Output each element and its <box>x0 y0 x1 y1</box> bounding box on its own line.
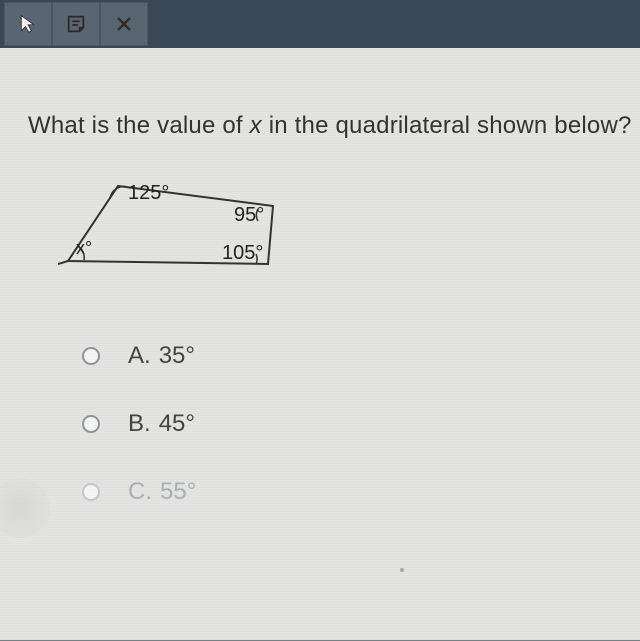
close-icon <box>115 15 133 33</box>
option-c-text: C. 55° <box>128 478 196 506</box>
close-tool-button[interactable] <box>100 2 148 46</box>
option-c-letter: C. <box>128 478 152 505</box>
options-list: A. 35° B. 45° C. 55° <box>82 342 640 506</box>
option-a-text: A. 35° <box>128 342 195 370</box>
radio-c[interactable] <box>82 483 100 501</box>
option-c[interactable]: C. 55° <box>82 478 640 506</box>
option-b-text: B. 45° <box>128 410 195 438</box>
question-prefix: What is the value of <box>28 112 250 139</box>
note-icon <box>65 13 87 35</box>
angle-95-label: 95° <box>234 204 264 227</box>
question-variable: x <box>250 112 262 139</box>
radio-b[interactable] <box>82 415 100 433</box>
question-text: What is the value of x in the quadrilate… <box>28 112 640 140</box>
angle-125-label: 125° <box>128 182 169 205</box>
option-c-value: 55° <box>160 478 196 505</box>
cursor-icon <box>18 14 38 34</box>
quadrilateral-svg <box>58 176 288 286</box>
angle-x-label: x° <box>76 238 92 259</box>
angle-105-label: 105° <box>222 242 263 265</box>
option-b-letter: B. <box>128 410 151 437</box>
option-a[interactable]: A. 35° <box>82 342 640 370</box>
content-area: What is the value of x in the quadrilate… <box>0 48 640 640</box>
screen-smudge <box>0 478 50 538</box>
cursor-tool-button[interactable] <box>4 2 52 46</box>
option-a-value: 35° <box>159 342 195 369</box>
radio-a[interactable] <box>82 347 100 365</box>
screen-dust <box>400 568 404 572</box>
option-a-letter: A. <box>128 342 151 369</box>
option-b-value: 45° <box>159 410 195 437</box>
quadrilateral-figure: 125° 95° 105° x° <box>58 176 288 286</box>
option-b[interactable]: B. 45° <box>82 410 640 438</box>
toolbar <box>0 0 640 48</box>
note-tool-button[interactable] <box>52 2 100 46</box>
question-suffix: in the quadrilateral shown below? <box>262 112 632 139</box>
